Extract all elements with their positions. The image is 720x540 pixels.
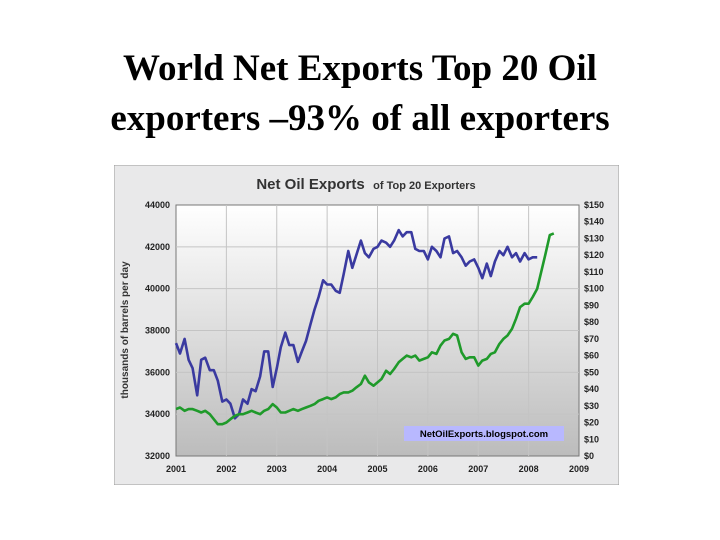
y2-tick-label: $50 xyxy=(584,367,599,377)
y2-tick-label: $70 xyxy=(584,334,599,344)
y2-tick-label: $60 xyxy=(584,351,599,361)
y-axis-left: 32000 34000 36000 38000 40000 42000 44000 xyxy=(145,200,170,461)
y2-tick-label: $130 xyxy=(584,233,604,243)
y2-tick-label: $110 xyxy=(584,267,604,277)
x-tick-label: 2009 xyxy=(569,464,589,474)
y-tick-label: 36000 xyxy=(145,367,170,377)
x-tick-label: 2006 xyxy=(418,464,438,474)
y-axis-right: $0 $10 $20 $30 $40 $50 $60 $70 $80 $90 $100 $110 $12… xyxy=(584,200,604,461)
y2-tick-label: $120 xyxy=(584,250,604,260)
y2-tick-label: $30 xyxy=(584,401,599,411)
y-tick-label: 32000 xyxy=(145,451,170,461)
slide-title-line2: exporters –93% of all exporters xyxy=(110,98,610,139)
y2-tick-label: $140 xyxy=(584,217,604,227)
chart-title-sub: of Top 20 Exporters xyxy=(373,180,475,192)
y2-tick-label: $0 xyxy=(584,451,594,461)
y-tick-label: 44000 xyxy=(145,200,170,210)
x-tick-label: 2007 xyxy=(468,464,488,474)
y-tick-label: 34000 xyxy=(145,409,170,419)
chart-title: Net Oil Exports of Top 20 Exporters xyxy=(256,176,475,193)
watermark-text: NetOilExports.blogspot.com xyxy=(420,429,548,440)
watermark-box xyxy=(404,426,564,441)
x-tick-label: 2001 xyxy=(166,464,186,474)
x-axis: 2001 2002 2003 2004 2005 2006 2007 2008 2009 xyxy=(166,464,589,474)
series-line-net-exports xyxy=(174,228,538,420)
y2-tick-label: $10 xyxy=(584,434,599,444)
slide-title-line1: World Net Exports Top 20 Oil xyxy=(123,48,597,89)
x-tick-label: 2004 xyxy=(317,464,337,474)
y2-tick-label: $40 xyxy=(584,384,599,394)
x-tick-label: 2002 xyxy=(216,464,236,474)
chart-svg: 32000 34000 36000 38000 40000 42000 44000 $0 $1… xyxy=(113,164,620,486)
y-tick-label: 42000 xyxy=(145,242,170,252)
net-oil-exports-chart: 32000 34000 36000 38000 40000 42000 44000 $0 $1… xyxy=(113,164,620,486)
y2-tick-label: $150 xyxy=(584,200,604,210)
y2-tick-label: $100 xyxy=(584,284,604,294)
y-tick-label: 38000 xyxy=(145,326,170,336)
y2-tick-label: $90 xyxy=(584,300,599,310)
y-axis-label: thousands of barrels per day xyxy=(120,261,131,399)
x-tick-label: 2003 xyxy=(267,464,287,474)
series-line-oil-price xyxy=(175,232,555,426)
x-tick-label: 2005 xyxy=(367,464,387,474)
y2-tick-label: $80 xyxy=(584,317,599,327)
slide-title: World Net Exports Top 20 Oil exporters –… xyxy=(0,44,720,144)
x-tick-label: 2008 xyxy=(519,464,539,474)
y-tick-label: 40000 xyxy=(145,284,170,294)
chart-title-main: Net Oil Exports xyxy=(256,176,364,193)
y2-tick-label: $20 xyxy=(584,418,599,428)
